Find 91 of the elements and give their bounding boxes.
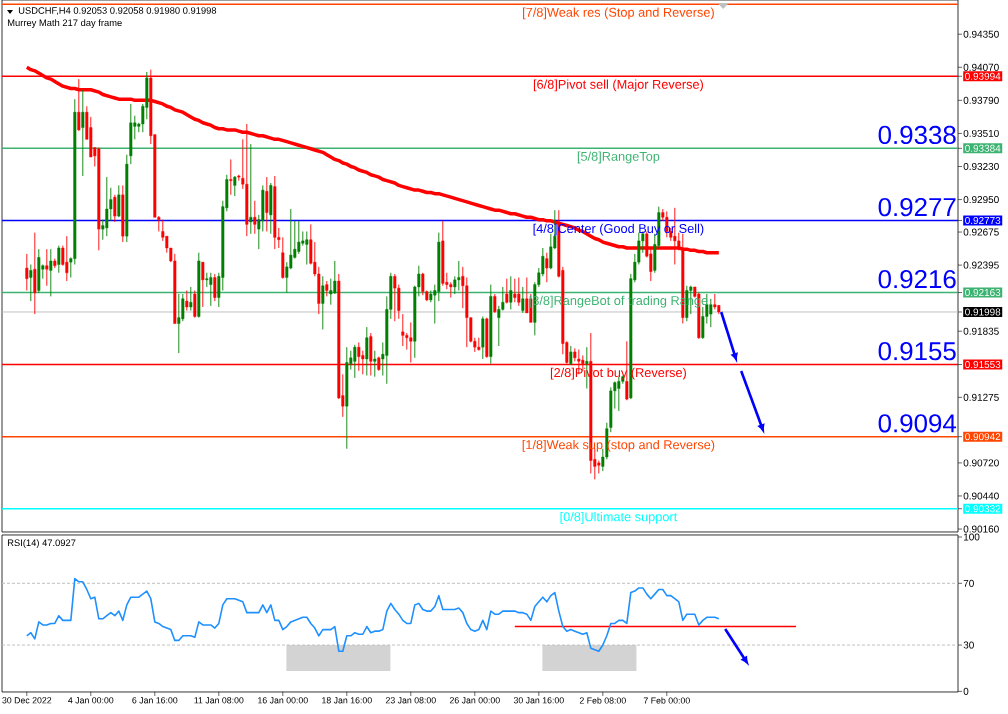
candlestick (185, 290, 189, 312)
y-tick-label: 0.94350 (963, 30, 999, 38)
candlestick (57, 245, 61, 274)
candlestick (113, 194, 117, 223)
candlestick (545, 252, 549, 283)
text: Murrey Math 217 day frame (7, 19, 122, 28)
y-tick-label: 0.93510 (963, 129, 999, 137)
candlestick (333, 260, 337, 295)
y-tick-label: 0.90942 (965, 433, 1001, 441)
chart-title: RSI(14) 47.0927 (7, 539, 76, 548)
y-tick-label: 100 (963, 533, 980, 541)
annotation: 0.9277 (878, 197, 956, 217)
x-tick-label: 18 Jan 16:00 (322, 697, 372, 704)
x-tick-label: 7 Feb 00:00 (643, 697, 690, 704)
y-tick-label: 0.93790 (963, 96, 999, 104)
y-tick-label: 0.92950 (963, 196, 999, 204)
x-tick-label: 30 Jan 16:00 (513, 697, 564, 704)
candlestick (521, 286, 525, 314)
candlestick (297, 220, 301, 255)
ref-line-label: [7/8]Weak res (Stop and Reverse) (523, 7, 714, 20)
candlestick (189, 286, 193, 312)
candlestick (401, 313, 405, 347)
candlestick (305, 230, 309, 265)
candlestick (509, 275, 513, 310)
annotation: 0.9216 (878, 269, 956, 289)
x-tick-label: 16 Jan 00:00 (258, 697, 308, 704)
annotation: 0.9155 (878, 341, 956, 361)
x-tick-label: 11 Jan 08:00 (194, 697, 244, 704)
candlestick (493, 293, 497, 314)
x-tick-label: 30 Dec 2022 (2, 697, 52, 704)
candlestick (393, 273, 397, 322)
candlestick (177, 293, 181, 354)
candlestick (49, 248, 53, 297)
x-tick-label: 23 Jan 08:00 (385, 697, 436, 704)
candlestick (265, 176, 269, 232)
annotation: 0.9094 (878, 414, 957, 433)
candlestick (505, 278, 509, 304)
candlestick (65, 235, 69, 282)
x-tick-label: 2 Feb 08:00 (579, 697, 626, 704)
candlestick (321, 275, 325, 330)
y-tick-label: 0.92163 (965, 288, 1001, 297)
x-tick-label: 26 Jan 00:00 (449, 697, 500, 704)
y-tick-label: 30 (963, 641, 974, 649)
x-tick-label: 4 Jan 00:00 (68, 697, 114, 704)
y-tick-label: 0 (963, 687, 969, 695)
y-tick-label: 0.93384 (965, 144, 1001, 152)
y-tick-label: 0.92395 (963, 261, 999, 269)
candlestick (33, 232, 37, 315)
candlestick (209, 272, 213, 307)
candlestick (25, 253, 29, 291)
text: USDCHF,H4 0.92053 0.92058 0.91980 0.91998 (18, 7, 217, 15)
candlestick (193, 290, 197, 319)
candlestick (213, 273, 217, 302)
y-tick-label: 0.90720 (963, 459, 999, 467)
candlestick (517, 277, 521, 307)
ref-line-label: [0/8]Ultimate support (560, 511, 678, 524)
candlestick (105, 176, 109, 237)
candlestick (353, 344, 357, 379)
candlestick (201, 261, 205, 308)
candlestick (513, 278, 517, 303)
candlestick (45, 248, 49, 287)
candlestick (229, 158, 233, 196)
y-tick-label: 0.91998 (965, 308, 1001, 316)
candlestick (709, 298, 713, 328)
ref-line-label: [5/8]RangeTop (577, 151, 660, 164)
y-tick-label: 0.92675 (963, 228, 999, 236)
candlestick (81, 89, 85, 177)
candlestick (117, 184, 121, 218)
candlestick (249, 143, 253, 235)
ref-line-label: [6/8]Pivot sell (Major Reverse) (533, 79, 703, 92)
candlestick (365, 326, 369, 376)
y-tick-label: 0.91275 (963, 393, 999, 401)
y-tick-label: 0.91835 (963, 327, 999, 335)
y-tick-label: 0.91553 (965, 361, 1001, 369)
y-tick-label: 70 (963, 579, 974, 587)
candlestick (457, 260, 461, 291)
y-tick-label: 0.92773 (965, 216, 1001, 224)
candlestick (373, 350, 377, 378)
y-tick-label: 0.94070 (963, 63, 999, 71)
candlestick (569, 345, 573, 366)
candlestick (29, 264, 33, 302)
candlestick (77, 78, 81, 132)
candlestick (181, 293, 185, 322)
y-tick-label: 0.90160 (963, 525, 999, 533)
y-tick-label: 0.93230 (963, 162, 999, 171)
annotation: 0.9338 (878, 125, 956, 145)
x-tick-label: 6 Jan 16:00 (132, 697, 178, 704)
y-tick-label: 0.93994 (965, 72, 1001, 80)
y-tick-label: 0.90332 (965, 505, 1001, 513)
y-tick-label: 0.90440 (963, 492, 999, 500)
candlestick (253, 200, 257, 235)
